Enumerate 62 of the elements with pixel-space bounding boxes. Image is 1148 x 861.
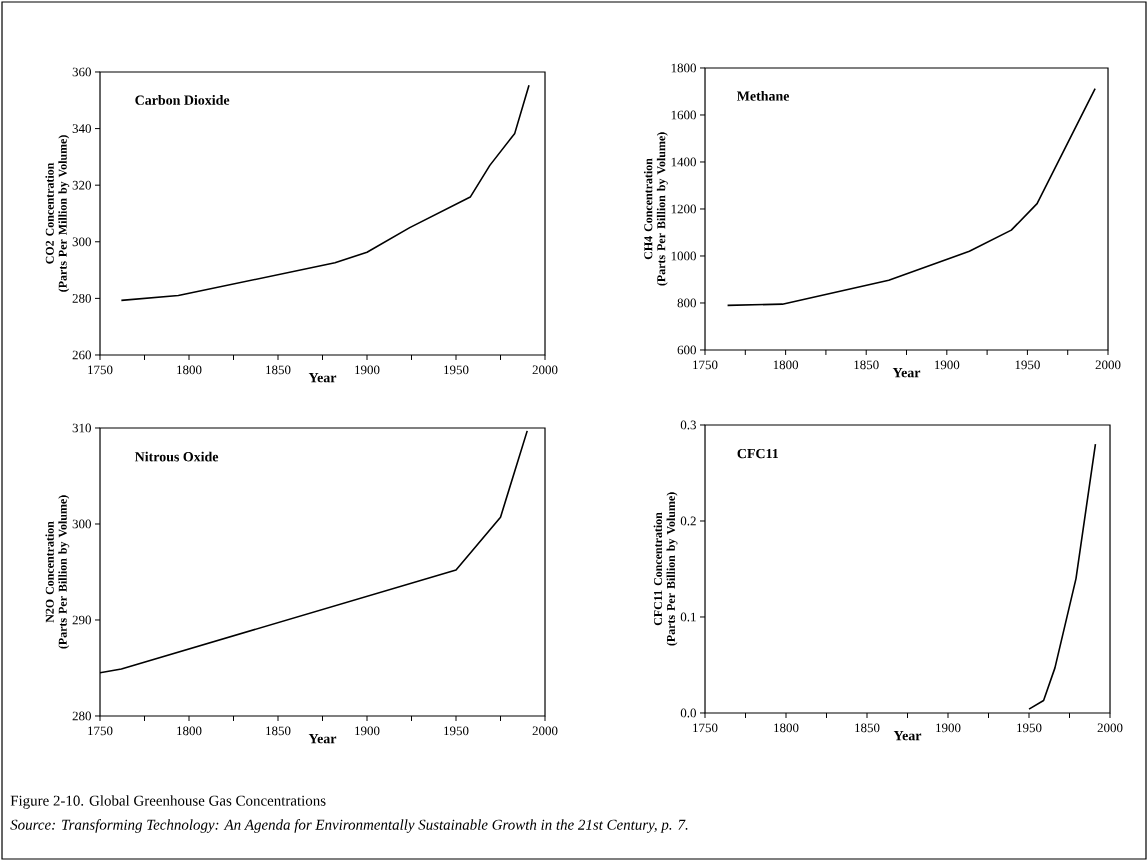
x-tick-label: 2000 (532, 726, 558, 736)
x-tick-label: 1850 (266, 726, 291, 736)
x-axis-title: Year (892, 368, 921, 378)
x-tick-label: 1850 (855, 723, 880, 733)
y-tick-label: 340 (72, 124, 91, 133)
line-series (120, 84, 530, 302)
x-tick-label: 1900 (936, 723, 961, 733)
y-tick-label: 1400 (671, 157, 696, 167)
x-tick-label: 1800 (773, 360, 799, 370)
y-tick-label: 300 (72, 237, 91, 247)
text: Methane (736, 90, 790, 101)
text: Nitrous Oxide (134, 451, 219, 462)
text: Carbon Dioxide (135, 95, 230, 105)
line-series (1028, 443, 1097, 710)
y-axis-title: CH4 Concentration (Parts Per Billion by Volume) (643, 132, 668, 286)
y-tick-label: 1000 (671, 251, 696, 261)
y-tick-label: 1600 (671, 110, 696, 120)
x-tick-label: 1950 (444, 726, 469, 736)
x-tick-label: 1750 (693, 360, 718, 370)
x-axis-title: Year (308, 373, 337, 383)
y-tick-label: 300 (72, 519, 91, 529)
y-tick-label: 360 (72, 67, 91, 77)
y-tick-label: 0.1 (680, 612, 696, 622)
source-note: Source: Transforming Technology: An Agenda for Environmentally Sustainable Growth in the 21st Century, p. 7. (10, 819, 688, 833)
y-tick-label: 290 (72, 615, 91, 625)
x-tick-label: 1800 (177, 365, 202, 375)
y-axis-title: N2O Concentration (Parts Per Billion by Volume) (45, 495, 70, 649)
x-tick-label: 1750 (88, 365, 113, 375)
y-tick-label: 0.2 (680, 516, 696, 526)
x-tick-label: 1800 (177, 726, 202, 736)
y-tick-label: 310 (72, 423, 91, 433)
y-tick-label: 1800 (671, 63, 696, 73)
x-tick-label: 2000 (532, 365, 558, 375)
line-series (726, 87, 1096, 307)
text: CFC11 (737, 448, 778, 459)
y-tick-label: 0.3 (680, 420, 696, 430)
x-axis-title: Year (893, 731, 922, 741)
x-tick-label: 1950 (1017, 723, 1042, 733)
x-tick-label: 1950 (444, 365, 469, 375)
y-tick-label: 280 (72, 294, 91, 303)
x-tick-label: 2000 (1097, 723, 1123, 733)
x-tick-label: 1850 (854, 360, 879, 370)
y-axis-title: CO2 Concentration (Parts Per Million by Volume) (45, 135, 70, 292)
y-tick-label: 600 (677, 345, 696, 355)
x-tick-label: 1750 (693, 723, 718, 733)
y-tick-label: 800 (677, 298, 696, 308)
caption: Figure 2-10. Global Greenhouse Gas Concentrations (10, 795, 326, 809)
x-tick-label: 1900 (355, 726, 380, 736)
x-tick-label: 1850 (266, 365, 291, 375)
y-tick-label: 0.0 (680, 708, 696, 718)
y-tick-label: 260 (72, 350, 91, 360)
x-tick-label: 2000 (1095, 360, 1121, 370)
y-tick-label: 280 (72, 711, 91, 721)
x-axis-title: Year (308, 734, 337, 744)
x-tick-label: 1950 (1015, 360, 1040, 370)
y-tick-label: 1200 (671, 204, 696, 214)
y-tick-label: 320 (72, 180, 91, 190)
x-tick-label: 1750 (88, 726, 113, 736)
x-tick-label: 1800 (774, 723, 799, 733)
x-tick-label: 1900 (935, 360, 960, 370)
x-tick-label: 1900 (355, 365, 380, 375)
y-axis-title: CFC11 Concentration (Parts Per Billion by Volume) (653, 492, 678, 646)
